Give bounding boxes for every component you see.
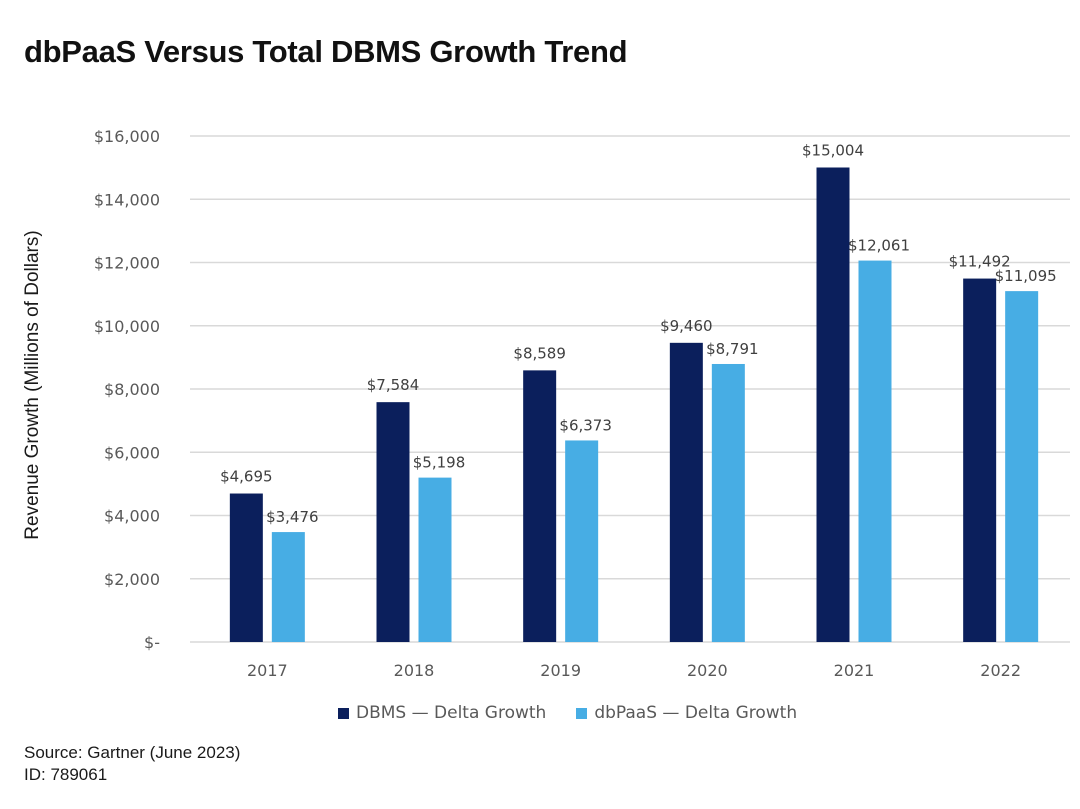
- x-tick-label: 2018: [394, 661, 435, 680]
- data-label-dbpaas: $3,476: [266, 508, 319, 526]
- legend-swatch-dbpaas: [576, 707, 588, 719]
- legend-item-dbms: DBMS — Delta Growth: [338, 703, 546, 723]
- x-axis-ticks: 2017 2018 2019 2020 2021 2022: [247, 661, 1021, 680]
- data-label-dbpaas: $5,198: [413, 454, 466, 472]
- legend-label-dbpaas: dbPaaS — Delta Growth: [594, 703, 798, 723]
- x-tick-label: 2017: [247, 661, 288, 680]
- y-tick-label: $10,000: [94, 317, 160, 336]
- bar-dbpaas: [711, 363, 745, 642]
- source-note: Source: Gartner (June 2023): [24, 743, 241, 762]
- y-axis-ticks: $- $2,000 $4,000 $6,000 $8,000 $10,000 $12,000…: [94, 127, 160, 652]
- bar-dbms: [816, 167, 850, 642]
- y-tick-label: $-: [144, 633, 160, 652]
- data-labels: $4,695 $3,476 $7,584 $5,198 $8,589 $6,373 $9,4…: [220, 141, 1057, 526]
- bars: [229, 167, 1039, 642]
- x-tick-label: 2022: [980, 661, 1021, 680]
- bar-dbpaas: [565, 440, 599, 642]
- bar-dbms: [229, 493, 263, 642]
- y-tick-label: $14,000: [94, 190, 160, 209]
- data-label-dbms: $9,460: [660, 317, 713, 335]
- chart-id: ID: 789061: [24, 765, 108, 784]
- x-tick-label: 2020: [687, 661, 728, 680]
- bar-dbms: [376, 402, 410, 642]
- footer: Source: Gartner (June 2023) ID: 789061: [24, 742, 240, 786]
- legend: DBMS — Delta Growth dbPaaS — Delta Growt…: [338, 703, 797, 723]
- data-label-dbpaas: $6,373: [559, 416, 612, 434]
- data-label-dbms: $15,004: [802, 141, 864, 159]
- y-tick-label: $16,000: [94, 127, 160, 146]
- x-tick-label: 2019: [540, 661, 581, 680]
- x-tick-label: 2021: [834, 661, 875, 680]
- gridlines: [190, 135, 1070, 643]
- y-tick-label: $2,000: [104, 570, 160, 589]
- data-label-dbms: $8,589: [513, 344, 566, 362]
- bar-dbms: [523, 370, 557, 642]
- chart-title: dbPaaS Versus Total DBMS Growth Trend: [24, 34, 628, 69]
- legend-label-dbms: DBMS — Delta Growth: [356, 703, 547, 723]
- bar-dbpaas: [418, 477, 452, 642]
- bar-dbms: [963, 278, 997, 642]
- data-label-dbms: $7,584: [367, 376, 420, 394]
- data-label-dbpaas: $12,061: [848, 237, 910, 255]
- y-tick-label: $8,000: [104, 380, 160, 399]
- data-label-dbms: $11,492: [949, 253, 1011, 271]
- bar-dbms: [669, 342, 703, 642]
- bar-dbpaas: [271, 532, 305, 642]
- data-label-dbms: $4,695: [220, 468, 273, 486]
- data-label-dbpaas: $11,095: [995, 267, 1057, 285]
- y-tick-label: $12,000: [94, 254, 160, 273]
- legend-item-dbpaas: dbPaaS — Delta Growth: [576, 703, 797, 723]
- bar-dbpaas: [858, 260, 892, 642]
- data-label-dbpaas: $8,791: [706, 340, 759, 358]
- y-tick-label: $6,000: [104, 443, 160, 462]
- legend-swatch-dbms: [338, 707, 349, 719]
- bar-dbpaas: [1005, 291, 1039, 642]
- y-tick-label: $4,000: [104, 507, 160, 526]
